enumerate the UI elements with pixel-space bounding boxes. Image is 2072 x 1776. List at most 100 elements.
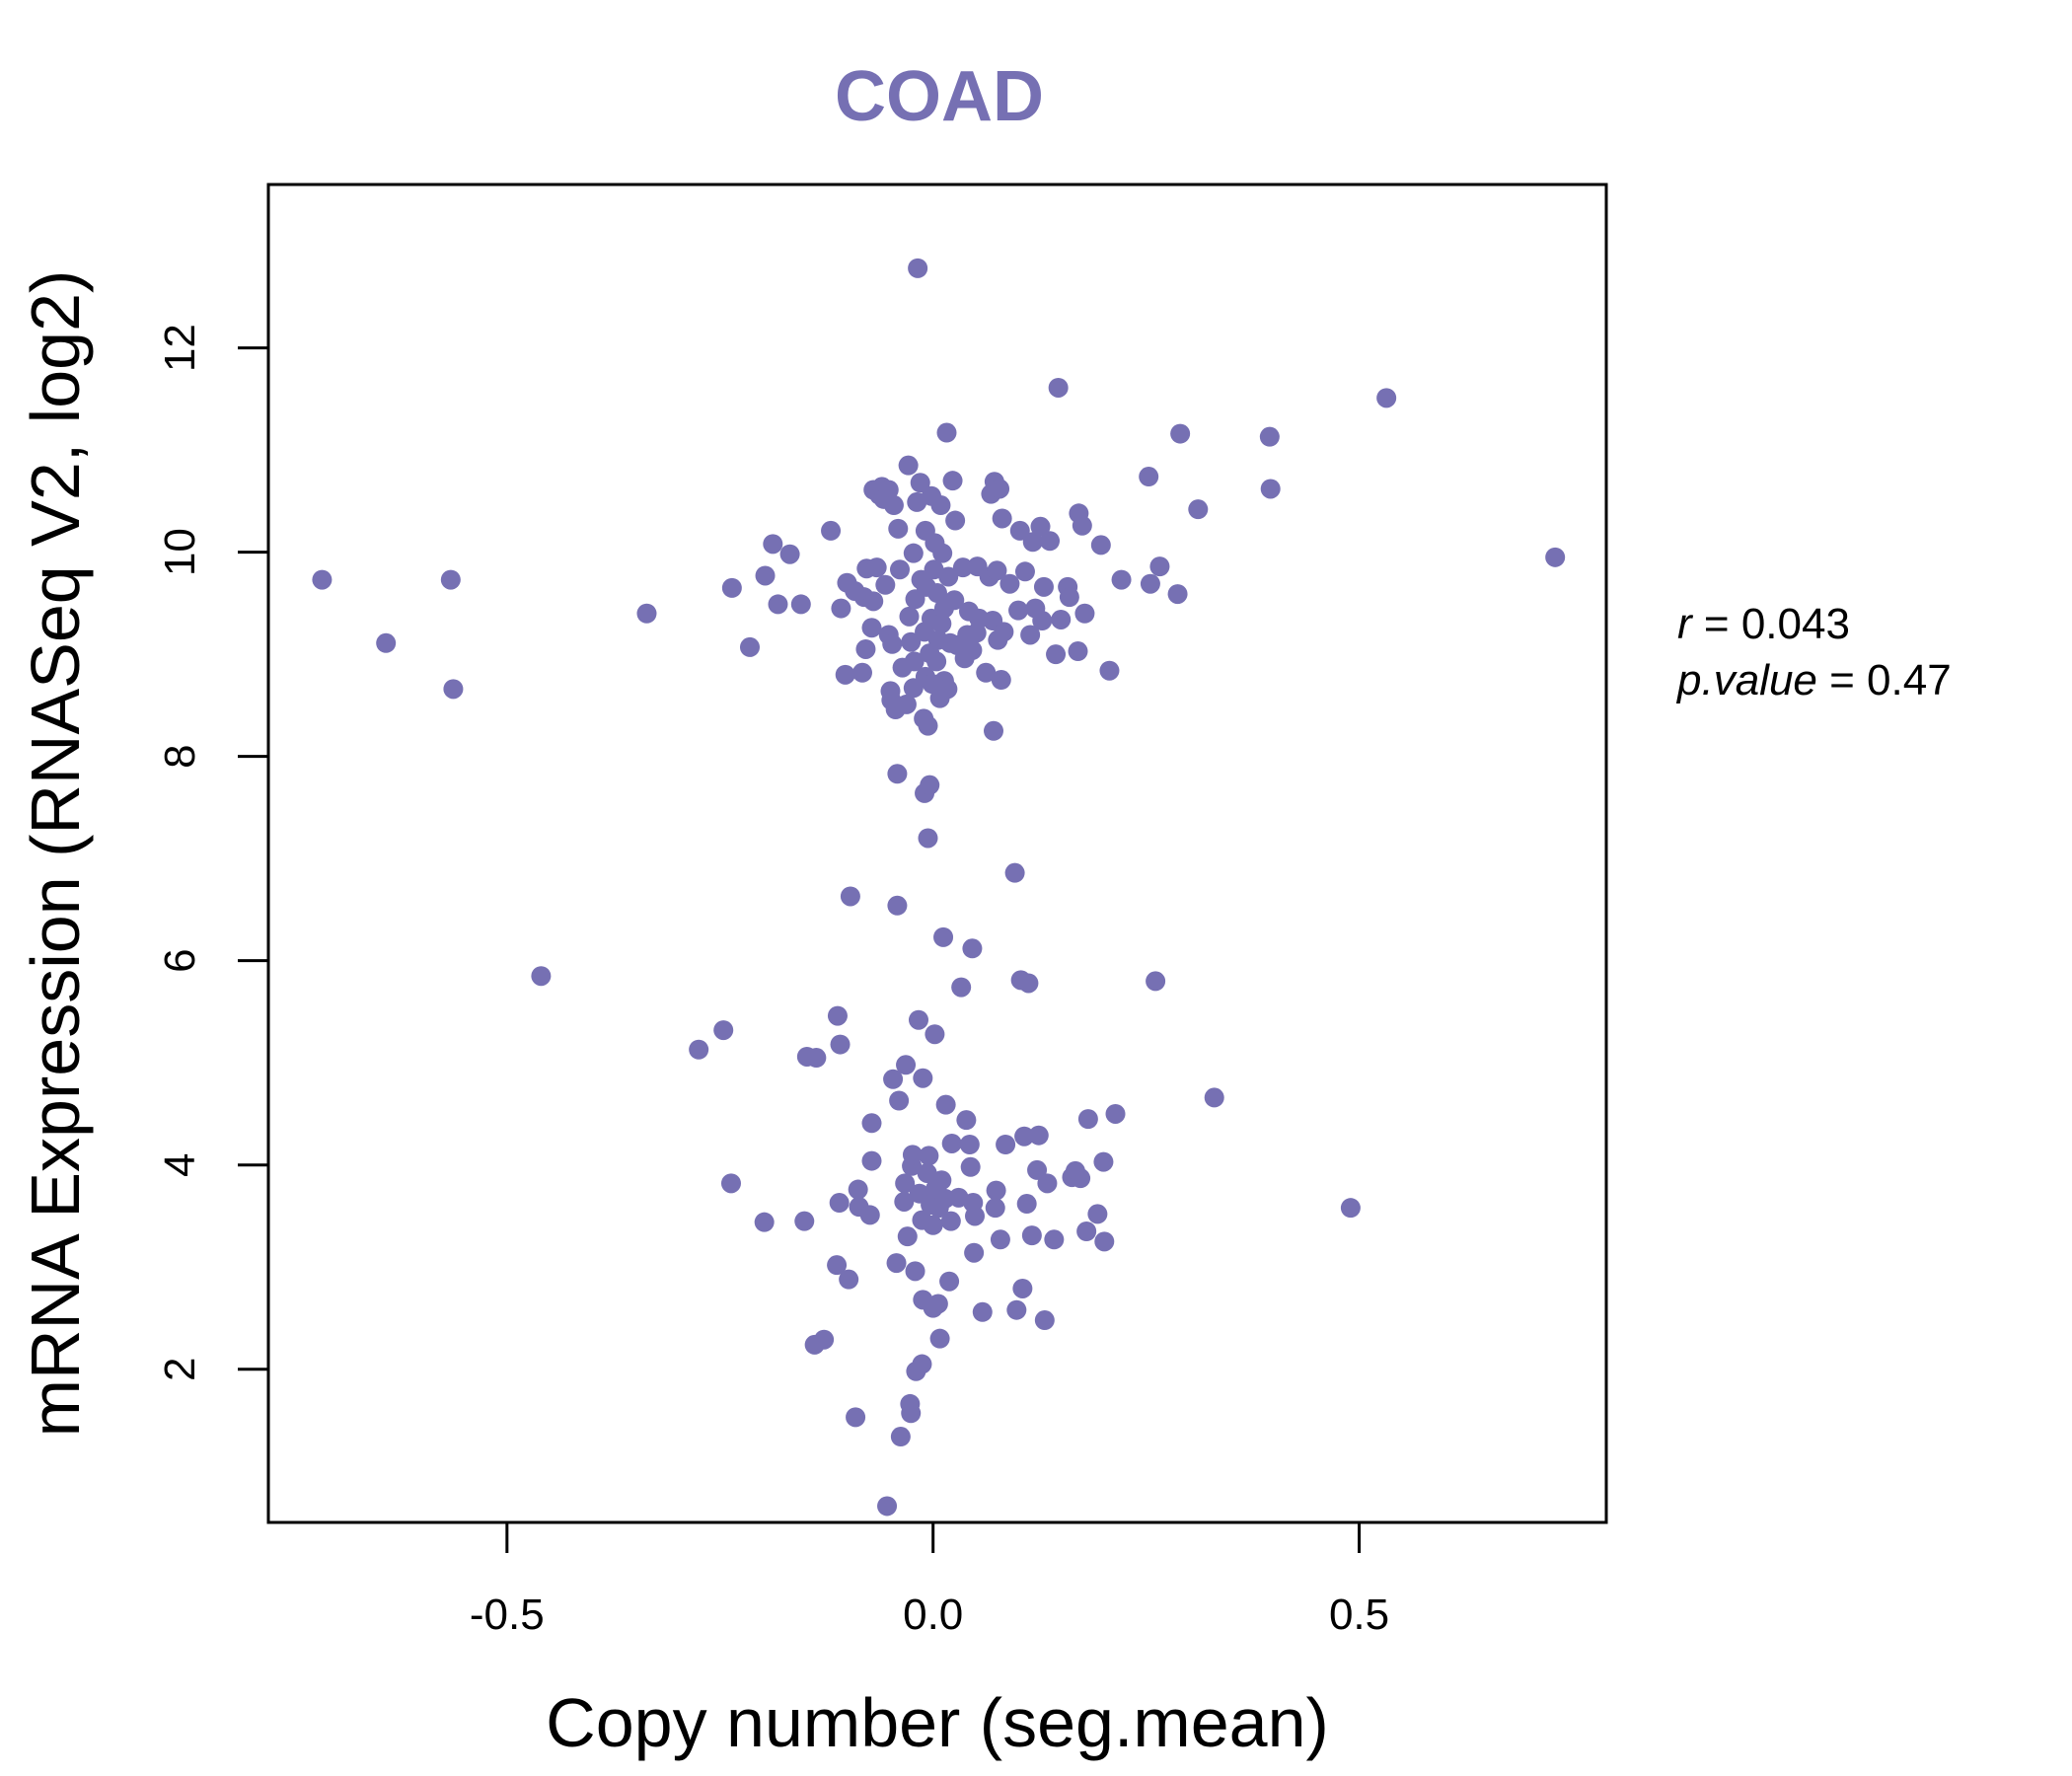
data-point (1051, 609, 1072, 629)
y-tick-label: 6 (156, 948, 204, 972)
data-point (931, 1170, 952, 1191)
data-point (901, 631, 922, 652)
data-point (939, 1271, 960, 1292)
data-point (846, 1407, 866, 1428)
data-point (976, 662, 997, 683)
data-point (929, 1328, 950, 1349)
y-tick-label: 12 (156, 324, 204, 372)
x-axis-title: Copy number (seg.mean) (546, 1684, 1329, 1761)
data-point (875, 574, 896, 595)
data-point (1259, 426, 1280, 447)
data-point (1087, 1204, 1108, 1224)
data-point (990, 479, 1010, 499)
data-point (883, 495, 904, 516)
data-point (861, 618, 882, 638)
data-point (1146, 971, 1166, 992)
data-point (779, 544, 800, 564)
data-point (887, 895, 908, 916)
data-point (920, 775, 940, 795)
p-equals: = (1817, 656, 1867, 704)
data-point (1260, 479, 1281, 499)
data-point (1149, 556, 1170, 577)
data-point (1027, 1159, 1048, 1180)
data-point (713, 1020, 734, 1041)
data-point (1090, 535, 1111, 555)
data-point (1034, 1310, 1055, 1331)
data-point (1170, 423, 1191, 444)
data-point (927, 1294, 948, 1314)
data-point (877, 1496, 898, 1517)
data-point (903, 543, 924, 563)
data-point (894, 1191, 915, 1212)
data-point (987, 560, 1007, 581)
data-point (888, 518, 909, 539)
data-point (1030, 516, 1051, 537)
data-point (814, 1329, 835, 1350)
y-tick-label: 8 (156, 744, 204, 768)
r-equals: = (1692, 600, 1741, 648)
svg-text:r = 0.043: r = 0.043 (1677, 600, 1850, 648)
data-point (790, 594, 811, 615)
data-point (918, 828, 938, 849)
data-point (923, 1215, 943, 1235)
data-point (945, 510, 966, 531)
data-point (794, 1211, 815, 1231)
data-point (999, 573, 1020, 594)
data-point (1014, 561, 1035, 582)
data-point (829, 1193, 850, 1214)
data-point (531, 966, 552, 987)
data-point (840, 886, 860, 907)
data-point (806, 1048, 827, 1069)
data-point (1093, 1151, 1114, 1172)
data-point (899, 606, 920, 627)
data-point (851, 662, 872, 683)
data-point (994, 622, 1014, 642)
data-point (918, 715, 938, 736)
data-point (940, 1211, 961, 1231)
data-point (1048, 377, 1069, 398)
data-point (1009, 520, 1030, 541)
data-point (992, 508, 1012, 529)
data-point (962, 640, 983, 661)
data-point (896, 1055, 917, 1075)
data-point (861, 1150, 882, 1171)
data-point (882, 633, 903, 654)
data-point (944, 590, 965, 611)
data-point (1076, 1221, 1097, 1241)
data-point (905, 1261, 925, 1282)
data-point (937, 679, 958, 700)
data-point (1037, 1173, 1058, 1194)
data-point (1204, 1087, 1224, 1108)
data-point (863, 591, 884, 612)
data-point (938, 566, 959, 587)
data-point (376, 632, 397, 653)
data-point (913, 1068, 933, 1088)
plot-frame (266, 183, 1608, 1524)
data-point (941, 1133, 962, 1153)
data-point (855, 638, 876, 659)
data-point (951, 977, 972, 998)
data-point (1028, 1125, 1049, 1146)
data-point (1094, 1231, 1115, 1252)
data-point (866, 557, 887, 578)
svg-text:p.value = 0.47: p.value = 0.47 (1675, 656, 1952, 704)
data-point (912, 1354, 932, 1374)
data-point (933, 926, 954, 947)
data-point (1167, 584, 1188, 605)
r-symbol: r (1677, 600, 1694, 648)
data-point (883, 1069, 904, 1089)
data-point (962, 938, 983, 959)
data-point (830, 1034, 851, 1055)
p-symbol: p.value (1675, 656, 1817, 704)
data-point (1008, 600, 1029, 621)
data-point (1006, 1299, 1027, 1320)
data-point (1044, 1229, 1065, 1250)
data-point (910, 473, 930, 493)
data-point (895, 1173, 916, 1194)
data-point (904, 651, 925, 672)
data-point (935, 1094, 956, 1115)
data-point (1139, 467, 1159, 487)
y-tick-label: 2 (156, 1357, 204, 1380)
data-point (1033, 576, 1054, 597)
